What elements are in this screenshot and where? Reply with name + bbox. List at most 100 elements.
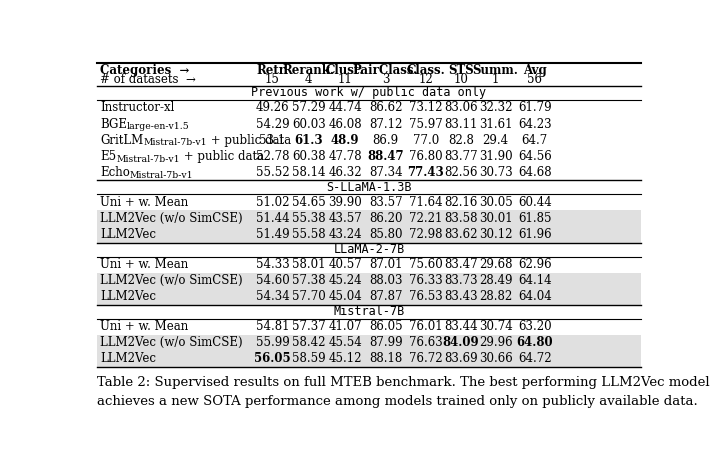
Text: 87.01: 87.01 <box>369 258 402 271</box>
Bar <box>97 335 642 351</box>
Text: LLM2Vec: LLM2Vec <box>100 352 156 365</box>
Text: 86.62: 86.62 <box>369 101 402 114</box>
Text: Retr.: Retr. <box>256 64 289 77</box>
Text: 82.8: 82.8 <box>448 133 474 147</box>
Bar <box>97 351 642 367</box>
Text: 63.20: 63.20 <box>518 321 552 333</box>
Bar <box>97 272 642 289</box>
Text: 61.3: 61.3 <box>294 133 323 147</box>
Text: 88.47: 88.47 <box>367 150 404 163</box>
Text: 58.42: 58.42 <box>292 336 325 350</box>
Text: LLM2Vec (w/o SimCSE): LLM2Vec (w/o SimCSE) <box>100 274 243 287</box>
Text: 83.58: 83.58 <box>444 212 478 225</box>
Text: Mistral-7B: Mistral-7B <box>333 305 405 318</box>
Text: 53.1: 53.1 <box>259 133 286 147</box>
Bar <box>97 289 642 305</box>
Text: 31.90: 31.90 <box>479 150 513 163</box>
Text: 88.18: 88.18 <box>369 352 402 365</box>
Text: 76.63: 76.63 <box>409 336 443 350</box>
Text: Uni + w. Mean: Uni + w. Mean <box>100 196 189 209</box>
Text: 12: 12 <box>418 73 433 86</box>
Text: 28.49: 28.49 <box>479 274 513 287</box>
Text: Mistral-7b-v1: Mistral-7b-v1 <box>116 154 180 163</box>
Text: 30.01: 30.01 <box>479 212 513 225</box>
Text: 60.44: 60.44 <box>518 196 552 209</box>
Text: 58.01: 58.01 <box>292 258 325 271</box>
Text: 29.68: 29.68 <box>479 258 513 271</box>
Text: 51.49: 51.49 <box>256 228 289 241</box>
Text: 64.68: 64.68 <box>518 166 552 179</box>
Text: STS: STS <box>448 64 474 77</box>
Text: Uni + w. Mean: Uni + w. Mean <box>100 258 189 271</box>
Text: 76.33: 76.33 <box>409 274 443 287</box>
Text: 39.90: 39.90 <box>328 196 362 209</box>
Text: 54.81: 54.81 <box>256 321 289 333</box>
Text: 57.37: 57.37 <box>292 321 325 333</box>
Text: Categories  →: Categories → <box>100 64 189 77</box>
Text: 56: 56 <box>527 73 542 86</box>
Text: 60.38: 60.38 <box>292 150 325 163</box>
Text: Class.: Class. <box>407 64 445 77</box>
Bar <box>97 210 642 227</box>
Text: 86.9: 86.9 <box>373 133 399 147</box>
Text: + public data: + public data <box>180 150 264 163</box>
Bar <box>97 227 642 242</box>
Text: 58.59: 58.59 <box>292 352 325 365</box>
Text: 51.02: 51.02 <box>256 196 289 209</box>
Text: 86.20: 86.20 <box>369 212 402 225</box>
Text: 58.14: 58.14 <box>292 166 325 179</box>
Text: 54.60: 54.60 <box>256 274 289 287</box>
Text: 57.70: 57.70 <box>292 290 325 303</box>
Text: 86.05: 86.05 <box>369 321 402 333</box>
Text: 82.56: 82.56 <box>444 166 478 179</box>
Text: PairClass.: PairClass. <box>353 64 418 77</box>
Text: 83.44: 83.44 <box>444 321 478 333</box>
Text: 85.80: 85.80 <box>369 228 402 241</box>
Text: # of datasets  →: # of datasets → <box>100 73 196 86</box>
Text: 31.61: 31.61 <box>479 118 513 131</box>
Text: 11: 11 <box>338 73 352 86</box>
Text: 54.33: 54.33 <box>256 258 289 271</box>
Text: 54.65: 54.65 <box>292 196 325 209</box>
Text: achieves a new SOTA performance among models trained only on publicly available : achieves a new SOTA performance among mo… <box>97 395 698 408</box>
Text: E5: E5 <box>100 150 116 163</box>
Text: Clust.: Clust. <box>326 64 364 77</box>
Text: 54.29: 54.29 <box>256 118 289 131</box>
Text: 76.53: 76.53 <box>409 290 443 303</box>
Text: 55.99: 55.99 <box>256 336 289 350</box>
Text: 76.01: 76.01 <box>409 321 443 333</box>
Text: 44.74: 44.74 <box>328 101 362 114</box>
Text: large-en-v1.5: large-en-v1.5 <box>127 122 189 131</box>
Text: 82.16: 82.16 <box>444 196 478 209</box>
Text: 28.82: 28.82 <box>479 290 513 303</box>
Text: 73.12: 73.12 <box>409 101 443 114</box>
Text: 30.74: 30.74 <box>479 321 513 333</box>
Text: 61.79: 61.79 <box>518 101 552 114</box>
Text: 64.23: 64.23 <box>518 118 552 131</box>
Text: 29.4: 29.4 <box>482 133 509 147</box>
Text: Uni + w. Mean: Uni + w. Mean <box>100 321 189 333</box>
Text: 83.43: 83.43 <box>444 290 478 303</box>
Text: Rerank.: Rerank. <box>283 64 335 77</box>
Text: LLM2Vec: LLM2Vec <box>100 228 156 241</box>
Text: 30.66: 30.66 <box>479 352 513 365</box>
Text: 55.58: 55.58 <box>292 228 325 241</box>
Text: 87.87: 87.87 <box>369 290 402 303</box>
Text: 77.0: 77.0 <box>413 133 439 147</box>
Text: 83.06: 83.06 <box>444 101 478 114</box>
Text: 47.78: 47.78 <box>328 150 362 163</box>
Text: 60.03: 60.03 <box>292 118 325 131</box>
Text: 40.57: 40.57 <box>328 258 362 271</box>
Text: 45.54: 45.54 <box>328 336 362 350</box>
Text: 76.72: 76.72 <box>409 352 443 365</box>
Text: 88.03: 88.03 <box>369 274 402 287</box>
Text: Echo: Echo <box>100 166 130 179</box>
Text: 72.21: 72.21 <box>409 212 443 225</box>
Text: 64.04: 64.04 <box>518 290 552 303</box>
Text: 64.80: 64.80 <box>516 336 553 350</box>
Text: BGE: BGE <box>100 118 127 131</box>
Text: 83.77: 83.77 <box>444 150 478 163</box>
Text: 64.56: 64.56 <box>518 150 552 163</box>
Text: 1: 1 <box>492 73 500 86</box>
Text: 10: 10 <box>454 73 469 86</box>
